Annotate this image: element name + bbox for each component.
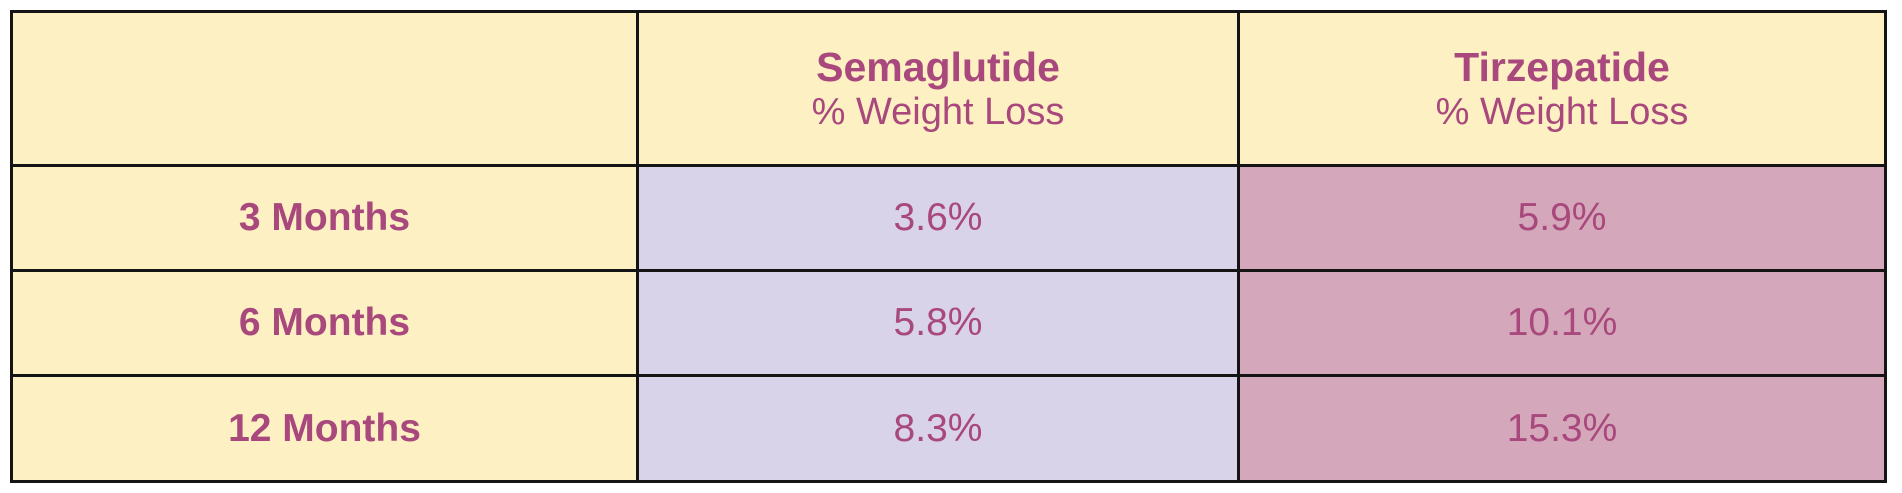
value-cell: 5.9% <box>1237 164 1887 272</box>
value-cell: 5.8% <box>636 269 1240 377</box>
header-cell: Semaglutide % Weight Loss <box>636 10 1240 167</box>
column-subtitle: % Weight Loss <box>1435 90 1689 133</box>
value-cell: 10.1% <box>1237 269 1887 377</box>
value-cell: 15.3% <box>1237 374 1887 483</box>
header-cell: Tirzepatide % Weight Loss <box>1237 10 1887 167</box>
header-row: Semaglutide % Weight Loss Tirzepatide % … <box>10 10 1887 167</box>
row-label: 6 Months <box>10 269 639 377</box>
column-title: Tirzepatide <box>1454 43 1670 90</box>
row-label: 12 Months <box>10 374 639 483</box>
row-label: 3 Months <box>10 164 639 272</box>
data-row: 3 Months 3.6% 5.9% <box>10 164 1887 272</box>
comparison-table: Semaglutide % Weight Loss Tirzepatide % … <box>10 10 1887 483</box>
data-row: 12 Months 8.3% 15.3% <box>10 374 1887 483</box>
column-subtitle: % Weight Loss <box>811 90 1065 133</box>
column-title: Semaglutide <box>816 43 1060 90</box>
data-row: 6 Months 5.8% 10.1% <box>10 269 1887 377</box>
corner-cell <box>10 10 639 167</box>
value-cell: 3.6% <box>636 164 1240 272</box>
value-cell: 8.3% <box>636 374 1240 483</box>
